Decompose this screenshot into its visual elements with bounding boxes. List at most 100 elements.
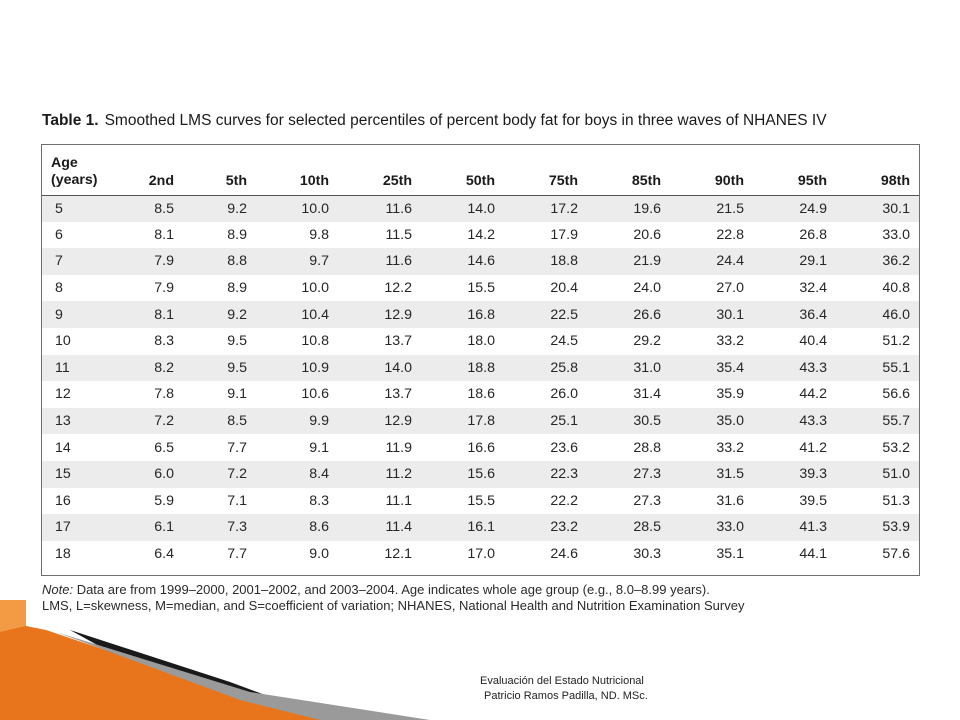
percentile-value-cell: 29.1: [799, 253, 827, 270]
percentile-value-cell: 8.2: [154, 359, 174, 376]
age-cell: 17: [55, 519, 71, 536]
percentile-value-cell: 17.9: [550, 226, 578, 243]
corner-decoration: [0, 600, 430, 720]
percentile-value-cell: 24.4: [716, 253, 744, 270]
percentile-value-cell: 55.7: [882, 413, 910, 430]
percentile-value-cell: 35.1: [716, 546, 744, 563]
percentile-value-cell: 22.2: [550, 492, 578, 509]
percentile-value-cell: 9.8: [309, 226, 329, 243]
percentile-value-cell: 41.2: [799, 439, 827, 456]
percentile-value-cell: 24.6: [550, 546, 578, 563]
percentile-value-cell: 40.8: [882, 280, 910, 297]
percentile-value-cell: 44.1: [799, 546, 827, 563]
percentile-value-cell: 23.2: [550, 519, 578, 536]
percentile-value-cell: 21.9: [633, 253, 661, 270]
percentile-value-cell: 43.3: [799, 413, 827, 430]
percentile-value-cell: 8.3: [309, 492, 329, 509]
age-cell: 12: [55, 386, 71, 403]
percentile-value-cell: 30.1: [882, 200, 910, 217]
percentile-value-cell: 16.8: [467, 306, 495, 323]
age-cell: 15: [55, 466, 71, 483]
percentile-value-cell: 30.5: [633, 413, 661, 430]
percentile-value-cell: 33.2: [716, 333, 744, 350]
table-body: 5 8.5 9.2 10.0 11.6 14.0 17.2 19.6 21.5 24.9 30.1 6…: [42, 195, 919, 568]
percentile-value-cell: 24.9: [799, 200, 827, 217]
table-row: 14 6.5 7.7 9.1 11.9 16.6 23.6 28.8 33.2 41.2 53.2: [42, 434, 919, 461]
percentile-value-cell: 27.3: [633, 492, 661, 509]
percentile-value-cell: 26.0: [550, 386, 578, 403]
percentile-value-cell: 20.4: [550, 280, 578, 297]
table-row: 16 5.9 7.1 8.3 11.1 15.5 22.2 27.3 31.6 39.5 51.3: [42, 487, 919, 515]
table-row: 12 7.8 9.1 10.6 13.7 18.6 26.0 31.4 35.9 44.2 56.6: [42, 381, 919, 408]
percentile-value-cell: 28.5: [633, 519, 661, 536]
percentile-value-cell: 22.3: [550, 466, 578, 483]
table-row: 9 8.1 9.2 10.4 12.9 16.8 22.5 26.6 30.1 36.4 46.0: [42, 301, 919, 328]
percentile-value-cell: 9.7: [309, 253, 329, 270]
percentile-value-cell: 10.9: [301, 359, 329, 376]
percentile-column-header: 25th: [338, 145, 421, 196]
percentile-value-cell: 51.3: [882, 492, 910, 509]
percentile-value-cell: 13.7: [384, 333, 412, 350]
percentile-value-cell: 14.6: [467, 253, 495, 270]
percentile-value-cell: 11.6: [385, 253, 412, 270]
percentile-value-cell: 19.6: [633, 200, 661, 217]
percentile-value-cell: 8.9: [227, 226, 247, 243]
percentile-value-cell: 15.5: [467, 492, 495, 509]
orange-highlight: [0, 600, 26, 632]
age-cell: 7: [55, 253, 63, 270]
percentile-value-cell: 18.8: [467, 359, 495, 376]
percentile-value-cell: 15.5: [467, 280, 495, 297]
percentile-value-cell: 44.2: [799, 386, 827, 403]
table-note: Note: Data are from 1999–2000, 2001–2002…: [42, 582, 922, 613]
percentile-value-cell: 53.9: [882, 519, 910, 536]
percentile-value-cell: 35.9: [716, 386, 744, 403]
percentile-value-cell: 16.6: [467, 439, 495, 456]
percentile-value-cell: 29.2: [633, 333, 661, 350]
percentile-value-cell: 22.5: [550, 306, 578, 323]
caption-label: Table 1.: [42, 112, 99, 129]
percentile-value-cell: 22.8: [716, 226, 744, 243]
percentile-value-cell: 35.0: [716, 413, 744, 430]
percentile-value-cell: 20.6: [633, 226, 661, 243]
percentile-value-cell: 11.9: [385, 439, 412, 456]
age-cell: 14: [55, 439, 71, 456]
percentile-value-cell: 10.6: [301, 386, 329, 403]
table-header: Age (years) 2nd 5th 10th 25th 50th 75th …: [42, 145, 919, 196]
percentile-value-cell: 51.0: [882, 466, 910, 483]
age-header-line1: Age: [51, 154, 78, 171]
percentile-value-cell: 31.4: [633, 386, 661, 403]
percentile-value-cell: 26.8: [799, 226, 827, 243]
percentile-value-cell: 12.9: [384, 306, 412, 323]
percentile-value-cell: 7.3: [227, 519, 247, 536]
percentile-value-cell: 12.2: [384, 280, 412, 297]
percentile-value-cell: 8.9: [227, 280, 247, 297]
percentile-value-cell: 21.5: [716, 200, 744, 217]
percentile-value-cell: 18.0: [467, 333, 495, 350]
percentile-value-cell: 5.9: [154, 492, 174, 509]
percentile-value-cell: 11.5: [385, 226, 412, 243]
percentile-value-cell: 25.8: [550, 359, 578, 376]
percentile-column-header: 85th: [587, 145, 670, 196]
note-label: Note:: [42, 582, 74, 597]
caption-title: Smoothed LMS curves for selected percent…: [104, 112, 827, 129]
header-row: Age (years) 2nd 5th 10th 25th 50th 75th …: [42, 145, 919, 196]
percentile-value-cell: 10.8: [301, 333, 329, 350]
percentile-column-header: 10th: [256, 145, 338, 196]
percentile-value-cell: 8.6: [309, 519, 329, 536]
percentile-value-cell: 30.3: [633, 546, 661, 563]
percentile-value-cell: 18.6: [467, 386, 495, 403]
percentile-value-cell: 6.4: [154, 546, 174, 563]
percentile-value-cell: 55.1: [882, 359, 910, 376]
table-row: 15 6.0 7.2 8.4 11.2 15.6 22.3 27.3 31.5 39.3 51.0: [42, 460, 919, 488]
percentile-value-cell: 40.4: [799, 333, 827, 350]
percentile-value-cell: 8.8: [227, 253, 247, 270]
age-cell: 16: [55, 492, 71, 509]
percentile-value-cell: 7.7: [227, 546, 247, 563]
percentile-column-header: 98th: [836, 145, 919, 196]
percentile-value-cell: 11.4: [385, 519, 412, 536]
table-row: 10 8.3 9.5 10.8 13.7 18.0 24.5 29.2 33.2 40.4 51.2: [42, 327, 919, 355]
percentile-value-cell: 9.2: [227, 200, 247, 217]
percentile-value-cell: 24.5: [550, 333, 578, 350]
percentile-value-cell: 7.8: [154, 386, 174, 403]
percentile-column-header: 90th: [670, 145, 753, 196]
